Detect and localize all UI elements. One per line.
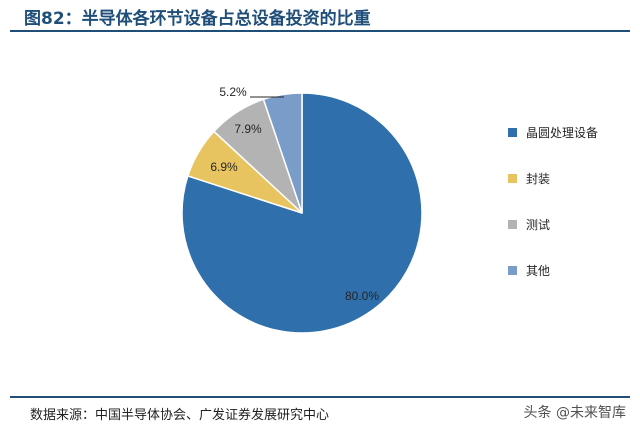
slice-data-label: 6.9% <box>210 160 238 174</box>
pie-slice <box>262 92 303 214</box>
pie-slices <box>181 92 423 334</box>
legend-label: 测试 <box>526 218 551 232</box>
legend-swatch <box>508 220 517 229</box>
legend-item-packaging: 封装 <box>508 170 628 216</box>
legend-swatch <box>508 266 517 275</box>
watermark: 头条 @未来智库 <box>523 405 626 421</box>
footer-divider <box>10 396 630 398</box>
slice-data-label: 80.0% <box>345 289 379 303</box>
figure-title: 图82：半导体各环节设备占总设备投资的比重 <box>24 9 371 29</box>
legend-label: 其他 <box>526 264 551 278</box>
legend-swatch <box>508 174 517 183</box>
legend-label: 晶圆处理设备 <box>526 126 599 140</box>
title-divider <box>10 30 630 32</box>
legend-swatch <box>508 128 517 137</box>
legend-item-other: 其他 <box>508 262 628 308</box>
legend-label: 封装 <box>526 172 551 186</box>
data-source-note: 数据来源：中国半导体协会、广发证券发展研究中心 <box>30 408 330 423</box>
pie-slice-labels: 80.0% 6.9% 7.9% 5.2% <box>210 85 379 303</box>
legend-item-wafer-processing: 晶圆处理设备 <box>508 124 628 170</box>
chart-legend: 晶圆处理设备 封装 测试 其他 <box>508 124 628 308</box>
slice-data-label: 5.2% <box>219 85 247 99</box>
figure-header: 图82：半导体各环节设备占总设备投资的比重 <box>0 0 640 36</box>
slice-data-label: 7.9% <box>234 122 262 136</box>
legend-item-testing: 测试 <box>508 216 628 262</box>
